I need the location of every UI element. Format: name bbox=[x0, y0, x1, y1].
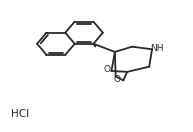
Text: O: O bbox=[104, 65, 111, 74]
Text: NH: NH bbox=[150, 44, 164, 53]
Text: O: O bbox=[113, 75, 120, 84]
Text: HCl: HCl bbox=[11, 109, 29, 119]
